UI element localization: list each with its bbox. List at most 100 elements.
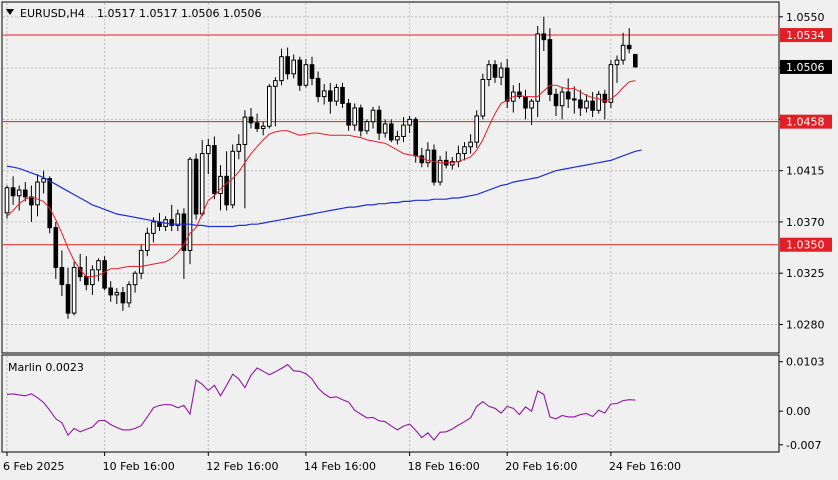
x-tick-label: 12 Feb 16:00 xyxy=(206,460,278,473)
bearish-candle-body xyxy=(77,267,83,278)
bullish-candle-body xyxy=(260,125,266,129)
indicator-plot-frame xyxy=(1,354,780,453)
bullish-candle-body xyxy=(16,189,22,197)
bullish-candle-body xyxy=(279,56,284,82)
candle xyxy=(65,267,71,319)
candle xyxy=(47,176,53,234)
bullish-candle-body xyxy=(559,91,565,107)
bullish-candle-body xyxy=(273,80,278,87)
candle xyxy=(273,77,278,127)
candle xyxy=(230,144,235,209)
bearish-candle-body xyxy=(413,118,418,157)
bearish-candle-body xyxy=(102,260,107,289)
bearish-candle-body xyxy=(53,227,59,269)
candle xyxy=(389,119,394,143)
bullish-candle-body xyxy=(71,267,77,314)
candle xyxy=(529,98,534,126)
candle xyxy=(41,170,46,194)
y-tick-label: 1.0550 xyxy=(786,11,825,24)
candle xyxy=(279,48,284,86)
candle xyxy=(151,217,156,243)
candle xyxy=(584,94,589,113)
candle xyxy=(431,144,437,186)
moving-averages xyxy=(6,80,642,278)
candle xyxy=(633,53,638,68)
price-axis: 1.05501.05051.04601.04151.03701.03251.02… xyxy=(779,11,832,332)
symbol-timeframe-label: EURUSD,H4 xyxy=(20,7,85,20)
bullish-candle-body xyxy=(132,272,138,286)
bearish-candle-body xyxy=(346,102,351,126)
bullish-candle-body xyxy=(321,90,327,98)
bullish-candle-body xyxy=(96,260,101,271)
level-price-tag xyxy=(780,114,832,129)
candle xyxy=(334,84,339,106)
candle xyxy=(547,28,553,102)
bullish-candle-body xyxy=(425,149,431,164)
candle xyxy=(10,176,16,205)
candle xyxy=(35,174,40,217)
candle xyxy=(425,142,431,168)
level-lines xyxy=(3,34,778,246)
bullish-candle-body xyxy=(303,64,309,86)
bearish-candle-body xyxy=(328,90,333,102)
candle xyxy=(16,185,22,211)
indicator-axis: 0.0103 0.00 -0.007 xyxy=(779,356,825,452)
candle xyxy=(315,71,321,103)
candle xyxy=(474,110,479,148)
bearish-candle-body xyxy=(358,107,364,132)
candle xyxy=(517,82,522,99)
candle xyxy=(303,58,309,88)
chart-menu-triangle-icon[interactable] xyxy=(6,9,14,15)
bullish-candle-body xyxy=(474,115,479,143)
candle xyxy=(126,281,132,308)
candle xyxy=(90,265,95,295)
candle xyxy=(450,156,455,170)
bullish-candle-body xyxy=(334,86,339,102)
bearish-candle-body xyxy=(224,175,229,206)
bearish-candle-body xyxy=(431,149,437,183)
candle xyxy=(59,250,65,297)
bearish-candle-body xyxy=(547,39,553,95)
bearish-candle-body xyxy=(633,53,638,68)
bullish-candle-body xyxy=(242,116,248,145)
candle xyxy=(260,121,266,136)
bearish-candle-body xyxy=(419,155,425,164)
bearish-candle-body xyxy=(248,116,254,124)
x-tick-label: 6 Feb 2025 xyxy=(3,460,64,473)
bullish-candle-body xyxy=(175,213,181,226)
bullish-candle-body xyxy=(151,221,156,234)
bearish-candle-body xyxy=(169,219,174,226)
bullish-candle-body xyxy=(382,123,388,134)
bullish-candle-body xyxy=(620,44,626,61)
bullish-candle-body xyxy=(468,141,473,148)
bullish-candle-body xyxy=(535,33,541,102)
candle xyxy=(236,134,242,160)
candle xyxy=(614,55,620,83)
candle xyxy=(309,56,315,86)
candle xyxy=(193,153,199,220)
bullish-candle-body xyxy=(450,161,455,166)
candle xyxy=(224,151,229,211)
bullish-candle-body xyxy=(218,175,223,194)
level-price-label: 1.0350 xyxy=(786,239,825,252)
bearish-candle-body xyxy=(120,292,126,304)
bearish-candle-body xyxy=(254,122,260,129)
bearish-candle-body xyxy=(504,67,510,102)
bullish-candle-body xyxy=(206,145,211,155)
oscillator-layer xyxy=(6,363,636,441)
main-grid xyxy=(3,3,778,352)
time-axis: 6 Feb 2025 10 Feb 16:00 12 Feb 16:00 14 Feb… xyxy=(3,452,681,473)
bullish-candle-body xyxy=(352,107,357,126)
candle xyxy=(4,185,10,219)
bearish-candle-body xyxy=(193,158,199,215)
candle xyxy=(71,261,77,316)
candle xyxy=(401,117,406,143)
bullish-candle-body xyxy=(486,64,492,80)
bearish-candle-body xyxy=(572,98,577,101)
candle xyxy=(468,134,473,154)
candle xyxy=(212,136,217,200)
indicator-label: Marlin 0.0023 xyxy=(8,361,84,374)
x-tick-label: 14 Feb 16:00 xyxy=(304,460,376,473)
bearish-candle-body xyxy=(376,109,382,134)
